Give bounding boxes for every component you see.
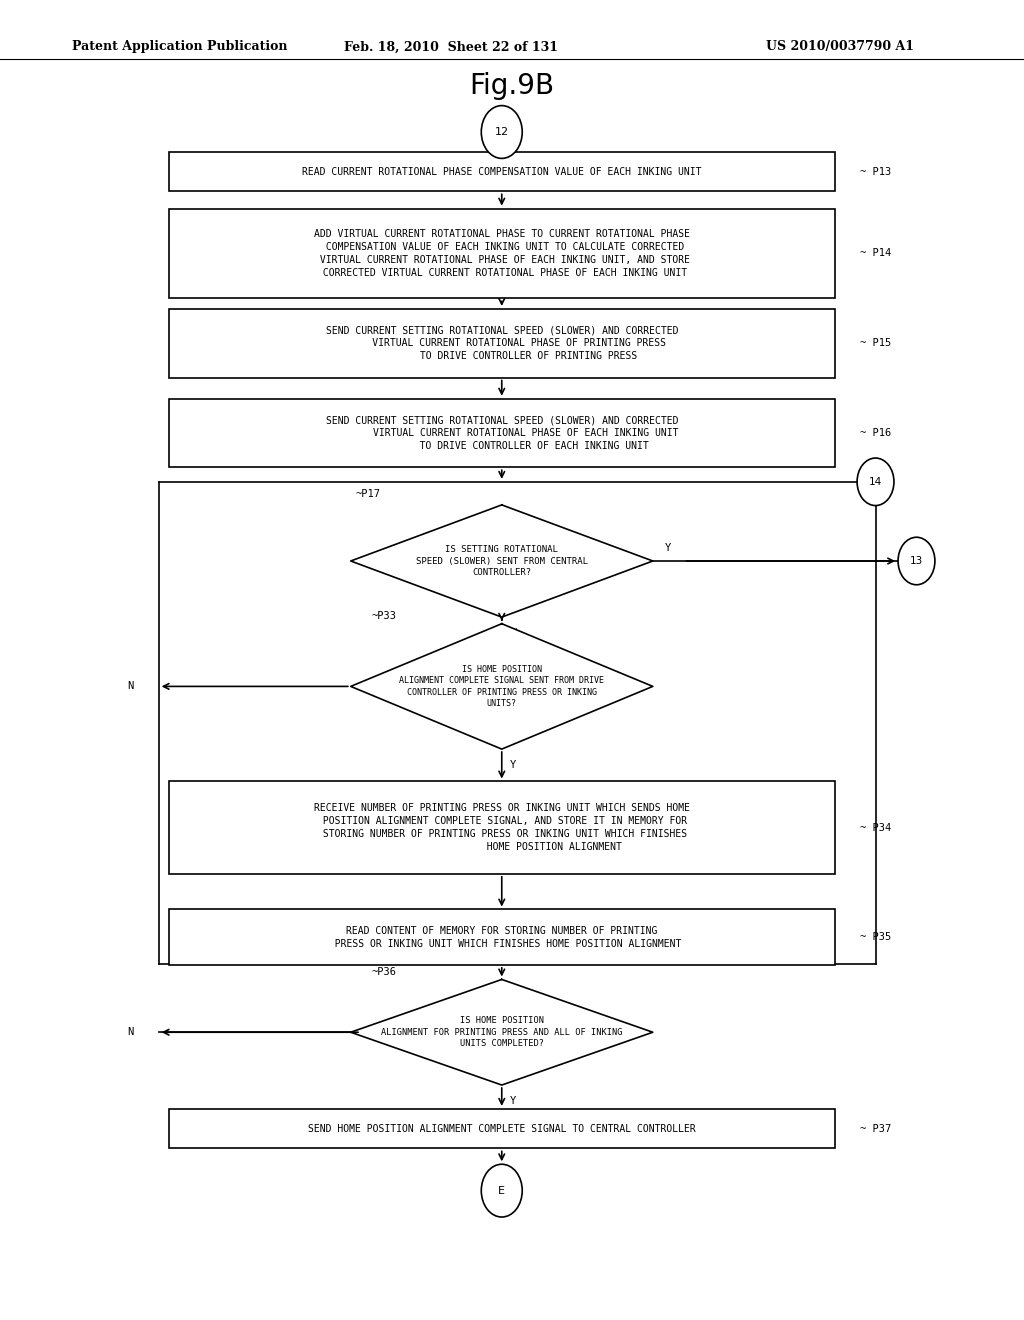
Text: 12: 12	[495, 127, 509, 137]
Text: N: N	[127, 681, 133, 692]
Text: READ CURRENT ROTATIONAL PHASE COMPENSATION VALUE OF EACH INKING UNIT: READ CURRENT ROTATIONAL PHASE COMPENSATI…	[302, 166, 701, 177]
Text: N: N	[510, 628, 516, 638]
Text: SEND CURRENT SETTING ROTATIONAL SPEED (SLOWER) AND CORRECTED
        VIRTUAL CUR: SEND CURRENT SETTING ROTATIONAL SPEED (S…	[326, 416, 678, 450]
Text: ~ P16: ~ P16	[860, 428, 892, 438]
Text: 13: 13	[910, 556, 923, 566]
Text: IS HOME POSITION
ALIGNMENT FOR PRINTING PRESS AND ALL OF INKING
UNITS COMPLETED?: IS HOME POSITION ALIGNMENT FOR PRINTING …	[381, 1016, 623, 1048]
Text: Patent Application Publication: Patent Application Publication	[72, 41, 287, 53]
Text: 14: 14	[869, 477, 882, 487]
Text: ~P36: ~P36	[372, 966, 396, 977]
Text: E: E	[499, 1185, 505, 1196]
Text: ~ P34: ~ P34	[860, 822, 892, 833]
Text: ~P33: ~P33	[372, 611, 396, 620]
Text: ~ P13: ~ P13	[860, 166, 892, 177]
Circle shape	[481, 106, 522, 158]
Text: ~P17: ~P17	[356, 490, 381, 499]
Text: N: N	[127, 1027, 133, 1038]
Text: Feb. 18, 2010  Sheet 22 of 131: Feb. 18, 2010 Sheet 22 of 131	[344, 41, 557, 53]
Bar	[169, 152, 835, 191]
Text: ADD VIRTUAL CURRENT ROTATIONAL PHASE TO CURRENT ROTATIONAL PHASE
 COMPENSATION V: ADD VIRTUAL CURRENT ROTATIONAL PHASE TO …	[313, 230, 690, 277]
Bar	[169, 781, 835, 874]
Bar	[169, 209, 835, 298]
Text: SEND HOME POSITION ALIGNMENT COMPLETE SIGNAL TO CENTRAL CONTROLLER: SEND HOME POSITION ALIGNMENT COMPLETE SI…	[308, 1123, 695, 1134]
Bar	[169, 909, 835, 965]
Text: ~ P15: ~ P15	[860, 338, 892, 348]
Text: ~ P37: ~ P37	[860, 1123, 892, 1134]
Text: ~ P35: ~ P35	[860, 932, 892, 942]
Text: RECEIVE NUMBER OF PRINTING PRESS OR INKING UNIT WHICH SENDS HOME
 POSITION ALIGN: RECEIVE NUMBER OF PRINTING PRESS OR INKI…	[313, 804, 690, 851]
Text: IS HOME POSITION
ALIGNMENT COMPLETE SIGNAL SENT FROM DRIVE
CONTROLLER OF PRINTIN: IS HOME POSITION ALIGNMENT COMPLETE SIGN…	[399, 665, 604, 708]
Bar	[169, 399, 835, 467]
Circle shape	[857, 458, 894, 506]
Text: Y: Y	[665, 543, 672, 553]
Text: Y: Y	[510, 1096, 516, 1106]
Text: IS SETTING ROTATIONAL
SPEED (SLOWER) SENT FROM CENTRAL
CONTROLLER?: IS SETTING ROTATIONAL SPEED (SLOWER) SEN…	[416, 545, 588, 577]
Text: Y: Y	[510, 760, 516, 770]
Polygon shape	[350, 506, 653, 618]
Text: SEND CURRENT SETTING ROTATIONAL SPEED (SLOWER) AND CORRECTED
      VIRTUAL CURRE: SEND CURRENT SETTING ROTATIONAL SPEED (S…	[326, 326, 678, 360]
Circle shape	[898, 537, 935, 585]
Circle shape	[481, 1164, 522, 1217]
Polygon shape	[350, 624, 653, 750]
Text: ~ P14: ~ P14	[860, 248, 892, 259]
Bar	[169, 309, 835, 378]
Text: Fig.9B: Fig.9B	[469, 71, 555, 100]
Polygon shape	[350, 979, 653, 1085]
Bar	[169, 1109, 835, 1148]
Text: US 2010/0037790 A1: US 2010/0037790 A1	[766, 41, 913, 53]
Text: READ CONTENT OF MEMORY FOR STORING NUMBER OF PRINTING
  PRESS OR INKING UNIT WHI: READ CONTENT OF MEMORY FOR STORING NUMBE…	[323, 925, 681, 949]
